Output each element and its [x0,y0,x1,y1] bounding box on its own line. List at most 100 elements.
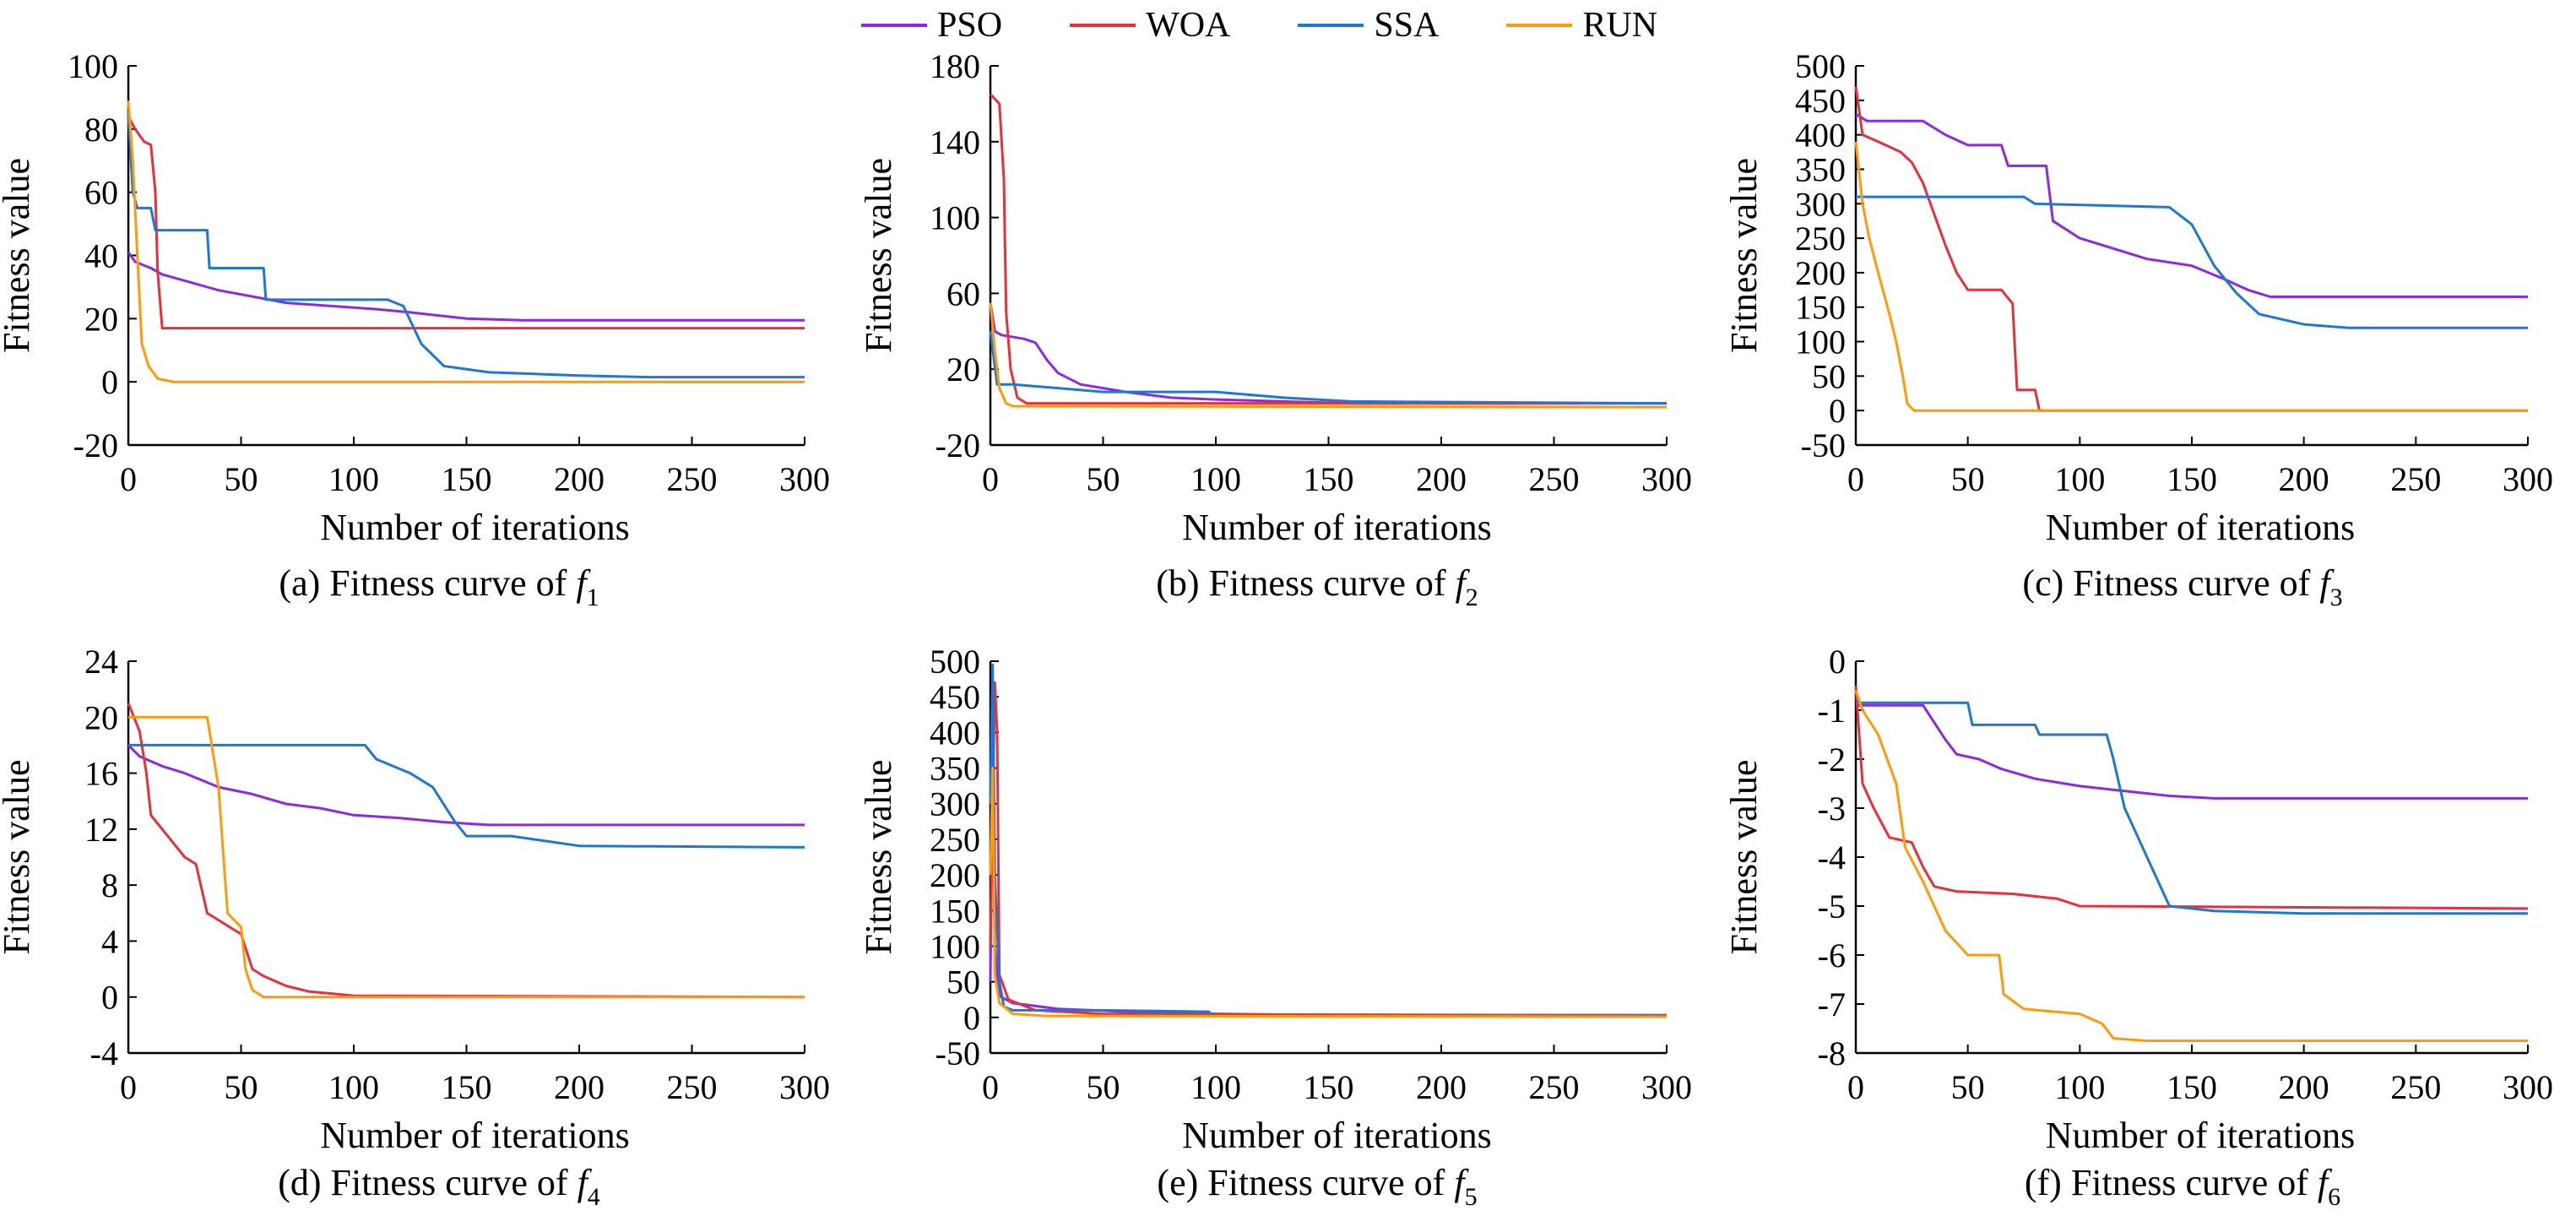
legend-item-run: RUN [1506,8,1657,43]
x-tick-label: 250 [1529,1068,1580,1106]
x-tick-label: 0 [1847,1068,1864,1106]
y-tick-label: -2 [1818,741,1846,779]
series-line-pso [989,730,1667,1017]
y-tick-label: 400 [930,714,980,752]
y-tick-label: -6 [1818,936,1846,974]
y-tick-label: -1 [1818,692,1846,730]
y-axis-title: Fitness value [1723,158,1765,353]
x-tick-label: 150 [2167,1068,2217,1106]
x-tick-label: 100 [2054,1068,2105,1106]
caption-subscript: 2 [1466,584,1478,611]
y-tick-label: 0 [101,363,118,401]
x-tick-label: 300 [1641,460,1692,498]
x-axis-title: Number of iterations [1182,507,1492,548]
caption-subscript: 3 [2330,584,2343,611]
y-tick-label: 300 [930,785,980,823]
caption-subscript: 4 [588,1183,600,1211]
series-line-ssa [989,331,1668,405]
y-tick-label: 24 [84,643,118,681]
panel-caption: (f) Fitness curve of f6 [2025,1162,2340,1211]
legend-swatch [1298,24,1364,27]
legend-swatch [1506,24,1573,27]
y-tick-label: 20 [946,350,980,388]
y-axis-title: Fitness value [1723,760,1765,955]
x-tick-label: 250 [2390,1068,2441,1106]
x-tick-label: 300 [779,460,830,498]
x-tick-label: 50 [1951,1068,1985,1106]
series-line-woa [989,681,1668,1017]
legend-swatch [1070,24,1136,27]
series-line-woa [127,116,805,330]
series-line-run [989,767,1668,1018]
y-tick-label: 0 [1829,643,1846,681]
y-tick-label: 400 [1795,117,1846,155]
y-tick-label: -3 [1818,790,1846,828]
caption-subscript: 6 [2328,1183,2340,1211]
series-line-pso [989,302,1667,405]
caption-text: (e) Fitness curve of [1157,1162,1454,1203]
y-tick-label: -50 [1801,426,1846,464]
series-line-run [128,715,805,999]
y-tick-label: 12 [84,811,118,849]
panel-caption: (a) Fitness curve of f1 [279,562,599,611]
x-tick-label: 250 [667,1068,718,1106]
panel-f: -8 -7 -6 -5 -4 -3 -2 -1 0 0 50 100 150 200 250 300 Numbe… [1723,643,2553,1211]
panel-caption: (d) Fitness curve of f4 [278,1162,600,1211]
y-tick-label: 100 [1795,323,1846,361]
caption-text: (d) Fitness curve of [278,1162,577,1203]
panel-caption: (b) Fitness curve of f2 [1156,562,1478,611]
y-tick-label: 60 [946,274,980,312]
y-tick-label: -20 [935,426,980,464]
y-tick-label: 180 [930,47,980,85]
x-tick-label: 200 [2279,460,2329,498]
y-tick-label: -50 [935,1034,980,1072]
series-line-pso [127,251,805,322]
y-tick-label: 60 [84,174,118,212]
y-tick-label: 500 [930,643,980,681]
y-tick-label: 350 [930,750,980,788]
y-tick-label: 250 [1795,220,1846,258]
x-tick-label: 300 [1641,1068,1692,1106]
y-tick-label: 100 [68,47,118,85]
series-line-woa [127,703,805,999]
x-tick-label: 50 [225,460,258,498]
legend-label: SSA [1374,6,1440,45]
series-line-pso [1856,703,2528,800]
x-tick-label: 0 [120,460,137,498]
y-tick-label: 150 [1795,289,1846,327]
legend-item-woa: WOA [1070,8,1230,43]
x-tick-label: 250 [667,460,718,498]
y-tick-label: 450 [930,678,980,716]
y-tick-label: 250 [930,821,980,859]
y-tick-label: 80 [84,111,118,149]
legend-item-pso: PSO [861,8,1002,43]
x-tick-label: 300 [2503,1068,2553,1106]
caption-subscript: 1 [587,584,599,611]
series-line-ssa [127,113,805,379]
y-axis-title: Fitness value [0,760,37,955]
y-tick-label: 16 [84,755,118,793]
x-tick-label: 100 [2054,460,2105,498]
series-line-ssa [1855,699,2528,915]
series-line-run [1854,141,2528,412]
x-tick-label: 300 [2503,460,2553,498]
x-tick-label: 100 [1190,1068,1241,1106]
caption-text: (c) Fitness curve of [2022,562,2319,604]
x-tick-label: 100 [1190,460,1241,498]
y-tick-label: 200 [1795,254,1846,292]
series-line-woa [1854,685,2529,910]
y-tick-label: -8 [1818,1034,1846,1072]
legend-label: PSO [937,6,1003,45]
legend-item-ssa: SSA [1298,8,1439,43]
y-tick-label: 500 [1795,47,1846,85]
x-tick-label: 200 [2279,1068,2329,1106]
panel-caption: (c) Fitness curve of f3 [2022,562,2342,611]
x-tick-label: 0 [982,460,999,498]
x-axis-title: Number of iterations [2046,507,2356,548]
y-tick-label: 100 [930,927,980,965]
x-tick-label: 100 [328,1068,379,1106]
x-tick-label: 150 [1304,460,1354,498]
